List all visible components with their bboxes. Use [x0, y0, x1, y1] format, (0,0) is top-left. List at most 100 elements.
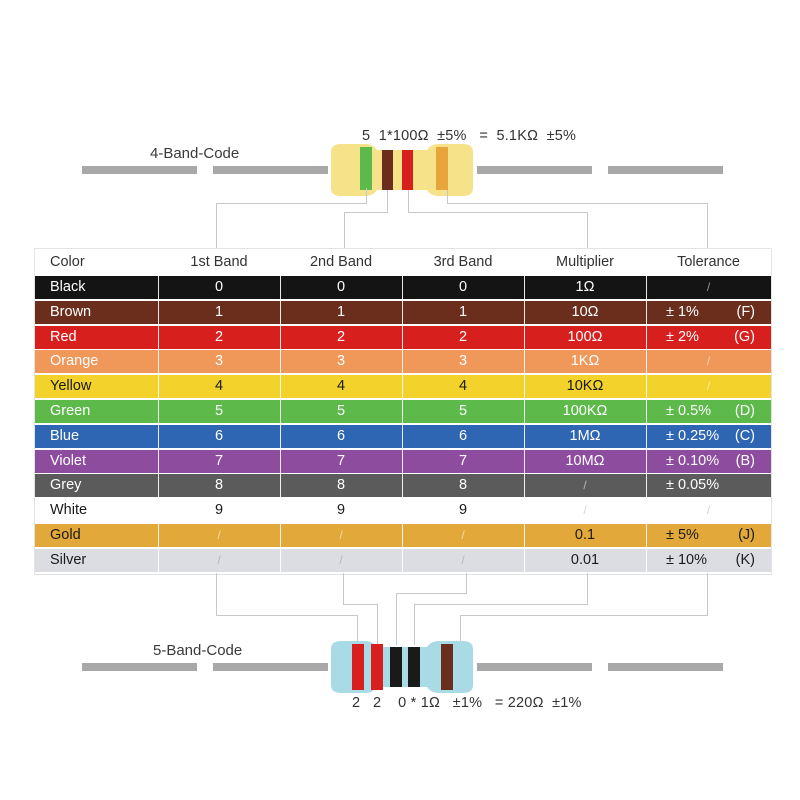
multiplier-value: 1KΩ [570, 353, 600, 370]
column-separator [280, 400, 281, 423]
column-separator [646, 524, 647, 547]
column-separator [402, 375, 403, 399]
five-band-band-2 [371, 644, 383, 690]
column-separator [280, 474, 281, 498]
column-separator [524, 375, 525, 399]
tolerance-cell: ± 0.25% (C) [646, 425, 771, 448]
tolerance-cell: / [646, 276, 771, 299]
column-separator [158, 449, 159, 473]
multiplier-value: 10MΩ [565, 452, 605, 469]
four-band-lead-left-far [82, 166, 197, 174]
band-1-digit: 5 [214, 403, 224, 419]
tolerance-value: ± 5% [666, 527, 699, 543]
column-separator [158, 424, 159, 448]
column-separator [402, 449, 403, 473]
connector-top-1h [216, 203, 366, 204]
column-separator [646, 276, 647, 299]
multiplier-value: 100Ω [567, 328, 603, 345]
empty-slash: / [217, 552, 221, 567]
color-name: Green [50, 403, 91, 419]
table-row-brown: Brown 1 1 1 10Ω ± 1% (F) [35, 300, 771, 324]
tolerance-value: ± 10% [666, 551, 708, 568]
column-separator [280, 548, 281, 572]
connector-bot-1 [216, 573, 217, 615]
empty-slash: / [583, 478, 587, 493]
column-separator [524, 325, 525, 349]
band-3-digit: 1 [458, 303, 468, 320]
tolerance-code: (C) [734, 427, 755, 444]
connector-bot-1h [216, 615, 357, 616]
header-tolerance: Tolerance [677, 254, 740, 270]
empty-slash: / [706, 354, 711, 369]
five-band-band-5 [441, 644, 453, 690]
four-band-band-3 [402, 150, 413, 190]
column-separator [280, 499, 281, 523]
connector-bot-5 [707, 573, 708, 615]
multiplier-value: 10Ω [571, 303, 599, 320]
column-separator [646, 300, 647, 324]
column-separator [646, 325, 647, 349]
tolerance-code: (J) [738, 527, 755, 543]
column-separator [280, 325, 281, 349]
column-separator [402, 424, 403, 448]
five-band-band-4 [408, 647, 420, 687]
connector-bot-3h [396, 593, 467, 594]
connector-top-2 [344, 212, 345, 248]
multiplier-value: 100KΩ [562, 403, 608, 419]
band-3-digit: 2 [458, 328, 468, 345]
column-separator [158, 276, 159, 299]
connector-top-4h [447, 203, 708, 204]
empty-slash: / [706, 503, 711, 518]
column-separator [646, 474, 647, 498]
table-row-yellow: Yellow 4 4 4 10KΩ / [35, 375, 771, 399]
table-row-white: White 9 9 9 / / [35, 499, 771, 523]
color-name: Yellow [50, 378, 92, 395]
column-separator [158, 499, 159, 523]
color-code-table: Color 1st Band 2nd Band 3rd Band Multipl… [34, 248, 772, 575]
column-separator [158, 375, 159, 399]
color-name: Grey [50, 477, 82, 494]
column-separator [402, 474, 403, 498]
connector-bot-4v [414, 604, 415, 645]
column-separator [402, 548, 403, 572]
four-band-band-2 [382, 150, 393, 190]
column-separator [402, 276, 403, 299]
connector-bot-4 [587, 573, 588, 605]
tolerance-cell: ± 1% (F) [646, 301, 771, 324]
connector-bot-3 [466, 573, 467, 593]
connector-top-1 [216, 203, 217, 248]
column-separator [402, 325, 403, 349]
tolerance-cell: / [646, 350, 771, 373]
band-2-digit: 5 [336, 403, 346, 419]
band-3-digit: 7 [458, 452, 468, 469]
tolerance-cell: ± 2% (G) [646, 326, 771, 349]
color-name: White [50, 502, 88, 519]
column-separator [402, 300, 403, 324]
band-3-digit: 8 [458, 477, 468, 494]
color-name: Violet [50, 452, 87, 469]
column-separator [280, 300, 281, 324]
connector-bot-2 [343, 573, 344, 605]
four-band-formula: 5 1*100Ω ±5% = 5.1KΩ ±5% [362, 128, 577, 144]
column-separator [646, 424, 647, 448]
tolerance-value: ± 0.05% [666, 477, 720, 494]
column-separator [524, 276, 525, 299]
tolerance-cell: ± 0.05% [646, 474, 771, 497]
column-separator [646, 449, 647, 473]
four-band-lead-left [213, 166, 328, 174]
column-separator [280, 524, 281, 547]
empty-slash: / [706, 280, 711, 294]
empty-slash: / [706, 379, 711, 394]
four-band-band-4 [436, 147, 448, 190]
tolerance-cell: ± 0.10% (B) [646, 450, 771, 473]
band-2-digit: / [280, 549, 402, 572]
connector-top-2v [387, 190, 388, 213]
tolerance-cell: / [646, 375, 771, 398]
band-1-digit: / [158, 524, 280, 547]
table-row-black: Black 0 0 0 1Ω / [35, 276, 771, 299]
five-band-label: 5-Band-Code [153, 642, 243, 659]
color-name: Brown [50, 303, 92, 320]
connector-top-1v [366, 188, 367, 204]
column-separator [524, 350, 525, 374]
tolerance-code: (D) [734, 403, 755, 419]
